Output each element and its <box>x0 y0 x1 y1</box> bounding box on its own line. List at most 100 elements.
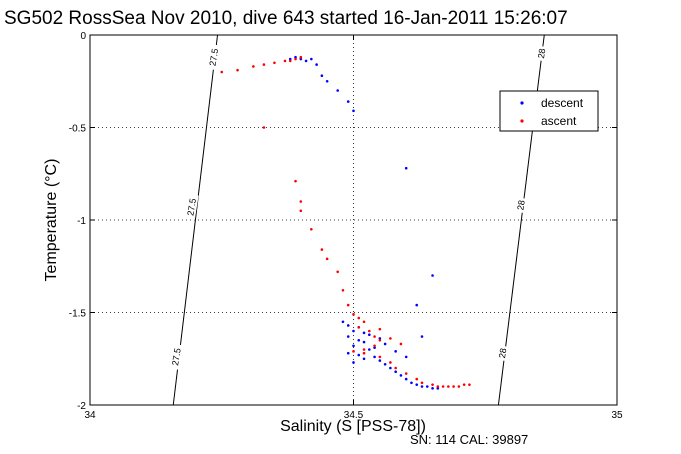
descent-point-14 <box>420 335 424 338</box>
isopycnal-line-0 <box>172 34 219 406</box>
ascent-point-12 <box>299 209 303 213</box>
descent-point-1 <box>294 55 297 59</box>
series-descent <box>288 55 440 390</box>
ascent-point-11 <box>299 200 303 203</box>
descent-point-7 <box>325 79 329 83</box>
ascent-point-46 <box>399 342 403 346</box>
y-axis-ticks: 0 -0.5 -1 -1.5 -2 <box>69 31 617 412</box>
ascent-point-10 <box>294 179 297 183</box>
ascent-point-18 <box>346 303 350 307</box>
ascent-point-20 <box>357 316 361 320</box>
isopycnal-label-text-5: 28 <box>497 347 508 358</box>
ascent-point-30 <box>378 355 382 359</box>
isopycnal-label-bg-5 <box>495 345 509 362</box>
ascent-point-5 <box>283 59 287 63</box>
descent-point-36 <box>410 381 413 385</box>
ascent-point-13 <box>310 227 313 231</box>
isopycnal-label-bg-3 <box>534 45 548 62</box>
descent-point-20 <box>368 333 371 337</box>
isopycnal-label-4: 28 <box>514 197 528 214</box>
descent-point-42 <box>378 337 382 340</box>
isopycnal-label-text-3: 28 <box>536 48 547 59</box>
x-tick-label-0: 34 <box>84 410 96 421</box>
legend-marker-ascent <box>520 119 524 123</box>
ascent-point-29 <box>362 351 366 355</box>
isopycnal-label-bg-2 <box>168 343 184 370</box>
descent-point-10 <box>352 109 355 113</box>
ascent-point-39 <box>447 385 450 388</box>
ascent-point-37 <box>436 385 440 388</box>
descent-point-12 <box>431 274 434 277</box>
descent-point-32 <box>389 366 392 370</box>
isopycnal-label-1: 27.5 <box>183 193 199 221</box>
ascent-point-21 <box>362 320 366 324</box>
isopycnal-label-0: 27.5 <box>205 44 221 71</box>
ascent-point-40 <box>452 385 455 388</box>
isopycnal-labels: 27.5 27.5 27.5 28 28 28 <box>168 44 548 370</box>
legend-label-descent: descent <box>541 96 584 110</box>
x-axis-label: Salinity (S [PSS-78]) <box>280 418 426 435</box>
descent-point-44 <box>394 350 397 353</box>
isopycnal-label-3: 28 <box>534 45 548 62</box>
ascent-point-4 <box>273 61 276 65</box>
ascent-point-8 <box>299 55 303 59</box>
series-ascent <box>220 55 471 388</box>
legend-box <box>499 90 599 132</box>
serial-calibration-footer: SN: 114 CAL: 39897 <box>410 432 528 447</box>
descent-point-38 <box>420 385 424 388</box>
descent-point-2 <box>299 57 303 61</box>
descent-point-13 <box>415 303 419 307</box>
isopycnal-label-bg-0 <box>205 44 221 71</box>
legend-marker-descent <box>520 101 524 105</box>
descent-point-41 <box>436 387 440 390</box>
descent-point-15 <box>341 320 345 324</box>
x-axis-ticks: 34 34.5 35 <box>84 35 623 421</box>
descent-point-28 <box>357 353 361 357</box>
legend-label-ascent: ascent <box>541 114 577 128</box>
descent-point-22 <box>357 338 361 342</box>
ascent-point-25 <box>378 338 382 342</box>
ascent-point-22 <box>357 326 361 329</box>
ascent-point-6 <box>288 59 292 63</box>
descent-point-4 <box>310 57 313 61</box>
descent-point-39 <box>425 385 429 388</box>
isopycnal-label-text-0: 27.5 <box>208 48 221 67</box>
ascent-point-45 <box>389 337 392 340</box>
isopycnal-label-5: 28 <box>495 345 509 362</box>
descent-point-47 <box>352 361 355 364</box>
descent-point-45 <box>404 355 408 359</box>
ascent-point-27 <box>362 348 366 351</box>
ascent-point-3 <box>262 63 266 66</box>
ascent-point-2 <box>252 65 255 68</box>
ascent-point-38 <box>441 385 445 388</box>
isopycnal-label-text-1: 27.5 <box>185 198 198 217</box>
descent-point-33 <box>394 370 397 374</box>
descent-point-30 <box>378 359 382 362</box>
ascent-point-14 <box>320 248 324 251</box>
ascent-point-43 <box>468 383 471 386</box>
descent-point-24 <box>352 344 355 348</box>
descent-point-34 <box>399 374 403 377</box>
ascent-point-44 <box>378 327 382 331</box>
descent-point-26 <box>373 346 376 349</box>
descent-point-23 <box>362 340 366 344</box>
isopycnal-label-text-4: 28 <box>515 199 526 210</box>
x-tick-label-1: 34.5 <box>344 410 364 421</box>
y-tick-label-2: -1 <box>77 216 86 227</box>
ascent-point-16 <box>336 270 339 274</box>
ascent-point-42 <box>462 383 466 386</box>
x-tick-label-2: 35 <box>611 410 623 421</box>
ascent-point-32 <box>394 366 397 370</box>
isopycnal-label-2: 27.5 <box>168 343 184 370</box>
ascent-point-36 <box>431 383 434 386</box>
descent-point-29 <box>373 355 376 359</box>
descent-point-5 <box>315 63 318 66</box>
descent-point-35 <box>404 377 408 381</box>
y-tick-label-3: -1.5 <box>69 309 87 320</box>
descent-point-0 <box>288 57 292 61</box>
isopycnal-label-text-2: 27.5 <box>170 347 183 366</box>
ascent-point-0 <box>220 70 224 74</box>
chart-title: SG502 RossSea Nov 2010, dive 643 started… <box>4 8 568 29</box>
y-tick-label-1: -0.5 <box>69 124 87 135</box>
